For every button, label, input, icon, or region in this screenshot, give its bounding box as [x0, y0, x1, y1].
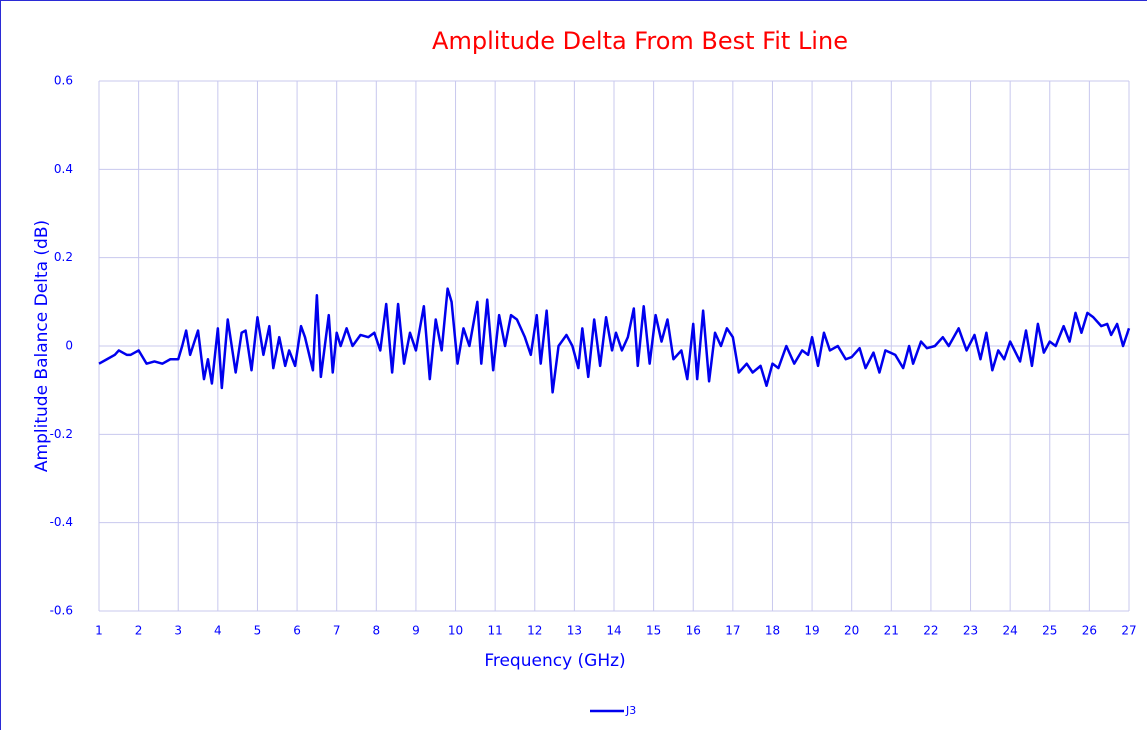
x-tick-label: 27	[1121, 624, 1136, 638]
y-tick-label: 0.6	[54, 74, 73, 88]
x-tick-label: 1	[95, 624, 103, 638]
x-tick-label: 14	[606, 624, 621, 638]
x-tick-label: 19	[804, 624, 819, 638]
x-tick-label: 5	[254, 624, 262, 638]
y-tick-label: 0.4	[54, 162, 73, 176]
x-tick-label: 13	[567, 624, 582, 638]
y-axis-label: Amplitude Balance Delta (dB)	[32, 220, 52, 472]
y-tick-label: -0.4	[50, 515, 73, 529]
x-tick-label: 17	[725, 624, 740, 638]
chart-title: Amplitude Delta From Best Fit Line	[432, 27, 848, 55]
y-tick-label: -0.6	[50, 604, 73, 618]
x-axis-label: Frequency (GHz)	[484, 651, 625, 671]
data-line	[98, 287, 1131, 394]
x-tick-label: 23	[963, 624, 978, 638]
x-tick-label: 2	[135, 624, 143, 638]
x-tick-label: 3	[174, 624, 182, 638]
x-tick-label: 4	[214, 624, 222, 638]
x-tick-label: 9	[412, 624, 420, 638]
x-tick-label: 11	[488, 624, 503, 638]
y-tick-label: 0	[65, 339, 73, 353]
x-tick-label: 8	[372, 624, 380, 638]
x-tick-label: 26	[1082, 624, 1097, 638]
x-tick-label: 25	[1042, 624, 1057, 638]
x-tick-label: 21	[884, 624, 899, 638]
x-tick-label: 16	[686, 624, 701, 638]
y-tick-label: -0.2	[50, 427, 73, 441]
x-tick-label: 10	[448, 624, 463, 638]
legend-label: J3	[625, 704, 636, 717]
x-tick-label: 20	[844, 624, 859, 638]
x-tick-label: 15	[646, 624, 661, 638]
x-tick-label: 6	[293, 624, 301, 638]
x-tick-label: 24	[1003, 624, 1018, 638]
x-tick-label: 7	[333, 624, 341, 638]
y-tick-label: 0.2	[54, 250, 73, 264]
x-tick-label: 22	[923, 624, 938, 638]
x-tick-label: 12	[527, 624, 542, 638]
x-tick-label: 18	[765, 624, 780, 638]
